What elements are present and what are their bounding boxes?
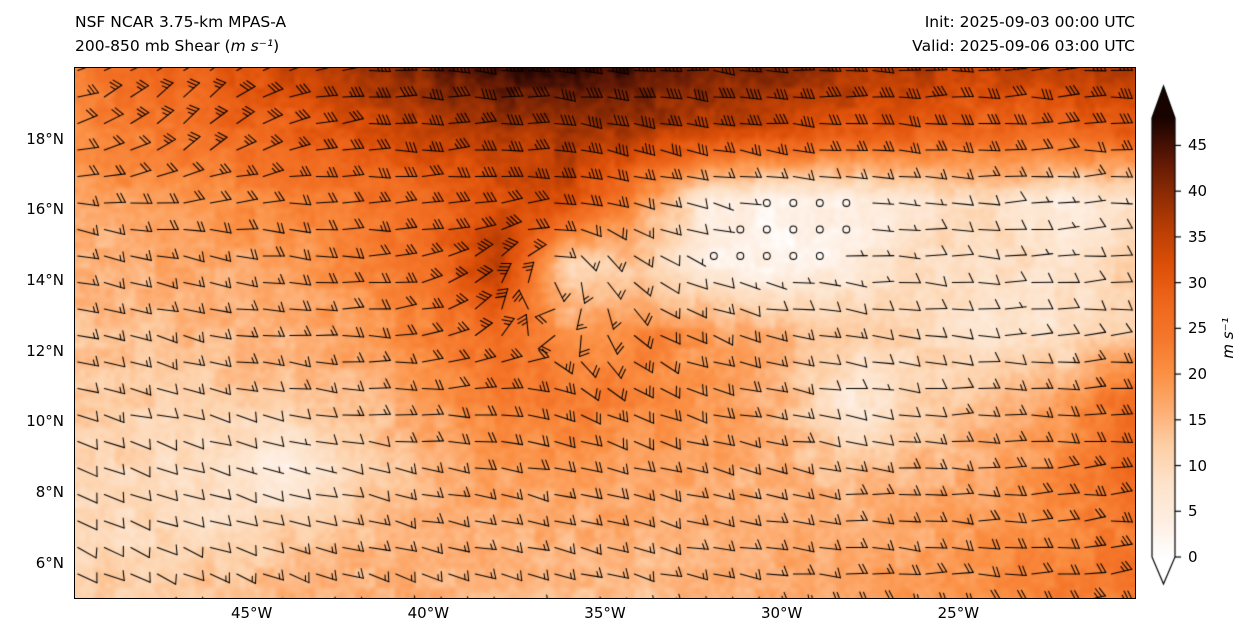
x-tick-label: 35°W (584, 604, 626, 622)
y-tick-label: 12°N (26, 341, 64, 360)
run-info: Init: 2025-09-03 00:00 UTC Valid: 2025-0… (912, 10, 1135, 58)
colorbar-tick-label: 0 (1188, 548, 1198, 566)
y-tick-label: 10°N (26, 412, 64, 431)
colorbar-tick-label: 45 (1188, 136, 1208, 155)
colorbar-tick-label: 20 (1188, 365, 1208, 384)
shear-units-inline: m s⁻¹ (230, 37, 274, 55)
y-tick-label: 8°N (35, 483, 64, 501)
colorbar-tick-label: 25 (1188, 319, 1208, 338)
plot-title: NSF NCAR 3.75-km MPAS-A 200-850 mb Shear… (75, 10, 286, 58)
colorbar-tick-label: 30 (1188, 273, 1208, 292)
y-tick-label: 18°N (26, 129, 64, 148)
map-panel (74, 67, 1136, 599)
plot-title-line1: NSF NCAR 3.75-km MPAS-A (75, 13, 287, 31)
x-tick-label: 30°W (760, 604, 803, 622)
colorbar-unit-label: m s⁻¹ (1219, 317, 1237, 359)
x-tick-label: 40°W (407, 604, 450, 622)
colorbar-tick-label: 40 (1188, 182, 1208, 201)
y-tick-label: 14°N (26, 271, 64, 289)
y-tick-label: 16°N (26, 200, 64, 219)
x-tick-label: 25°W (937, 604, 980, 622)
colorbar-tick-label: 15 (1188, 410, 1208, 429)
y-tick-label: 6°N (35, 553, 64, 572)
colorbar-tick-label: 35 (1188, 227, 1208, 246)
x-tick-label: 45°W (230, 604, 273, 622)
plot-title-line2: 200-850 mb Shear (m s⁻¹) (75, 37, 280, 55)
valid-time-label: Valid: 2025-09-06 03:00 UTC (912, 37, 1135, 55)
init-time-label: Init: 2025-09-03 00:00 UTC (924, 13, 1135, 31)
colorbar-tick-label: 10 (1188, 456, 1208, 475)
colorbar (1150, 82, 1186, 594)
shear-map-canvas (75, 68, 1135, 598)
colorbar-tick-label: 5 (1188, 502, 1198, 521)
